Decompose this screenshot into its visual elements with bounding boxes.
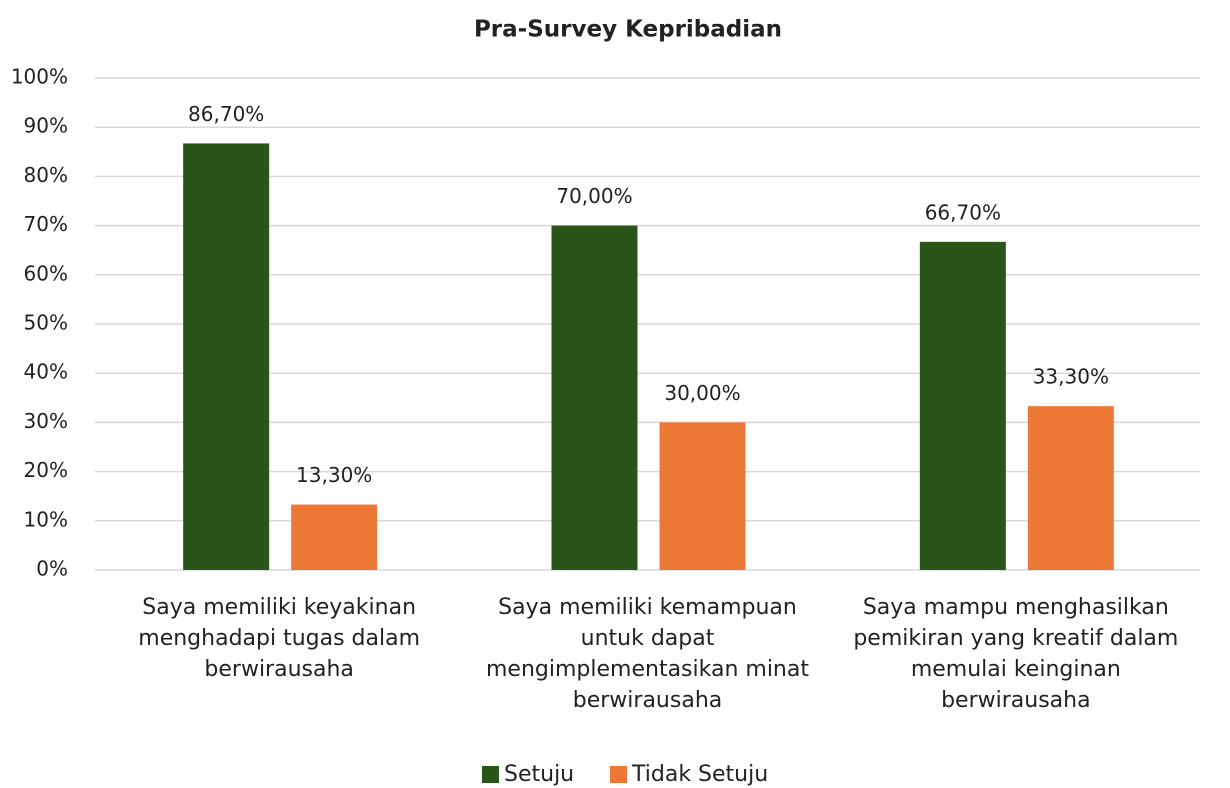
data-label: 70,00% [556, 184, 632, 208]
y-tick-label: 30% [24, 409, 68, 433]
data-label: 66,70% [925, 200, 1001, 224]
bar [919, 241, 1006, 570]
bar [1027, 406, 1114, 570]
bar [291, 504, 378, 570]
legend-label: Setuju [504, 762, 574, 787]
x-tick-label: Saya mampu menghasilkan pemikiran yang k… [853, 595, 1179, 713]
bar [551, 225, 638, 570]
legend-label: Tidak Setuju [631, 762, 768, 787]
x-tick-label: Saya memiliki keyakinan menghadapi tugas… [138, 595, 421, 682]
y-tick-label: 70% [24, 212, 68, 236]
y-tick-label: 90% [24, 114, 68, 138]
y-tick-label: 60% [24, 261, 68, 285]
y-tick-label: 0% [36, 557, 68, 581]
legend-swatch [482, 766, 499, 783]
y-tick-label: 50% [24, 311, 68, 335]
data-label: 86,70% [188, 102, 264, 126]
y-tick-label: 80% [24, 163, 68, 187]
y-tick-label: 100% [11, 65, 68, 89]
x-tick-label: Saya memiliki kemampuan untuk dapat meng… [486, 595, 809, 713]
y-tick-label: 20% [24, 458, 68, 482]
data-label: 30,00% [664, 381, 740, 405]
chart-title: Pra-Survey Kepribadian [474, 17, 782, 43]
legend-swatch [610, 766, 627, 783]
data-label: 13,30% [296, 463, 372, 487]
data-label: 33,30% [1033, 365, 1109, 389]
y-tick-label: 10% [24, 507, 68, 531]
bar [183, 143, 270, 570]
bar [659, 422, 746, 570]
y-tick-label: 40% [24, 360, 68, 384]
